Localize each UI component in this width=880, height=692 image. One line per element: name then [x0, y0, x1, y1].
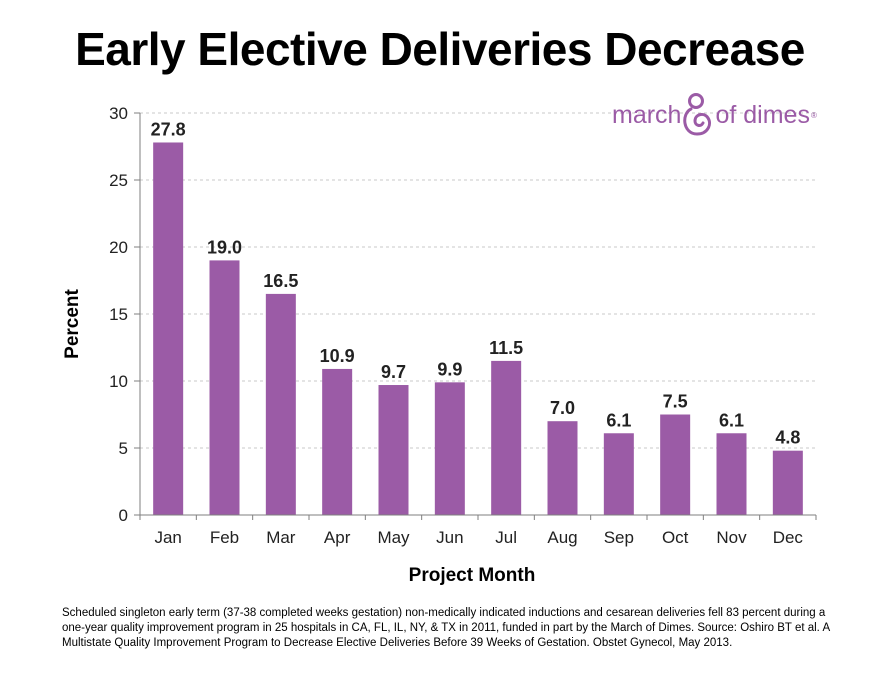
data-label: 19.0 — [207, 237, 242, 257]
x-tick-label: Feb — [210, 528, 239, 547]
data-label: 9.9 — [437, 359, 462, 379]
y-tick-label: 5 — [119, 439, 128, 458]
data-label: 10.9 — [320, 346, 355, 366]
x-axis-label: Project Month — [409, 565, 536, 586]
x-tick-label: Sep — [604, 528, 634, 547]
data-label: 6.1 — [606, 410, 631, 430]
x-tick-label: Jun — [436, 528, 463, 547]
data-label: 4.8 — [775, 428, 800, 448]
y-tick-label: 10 — [109, 372, 128, 391]
bar-feb — [209, 260, 240, 515]
y-tick-label: 20 — [109, 238, 128, 257]
march-of-dimes-logo: march of dimes ® — [612, 92, 817, 138]
data-label: 11.5 — [489, 338, 523, 358]
bar-mar — [265, 293, 296, 515]
mother-baby-icon — [683, 93, 712, 136]
x-tick-label: Nov — [716, 528, 747, 547]
y-tick-label: 25 — [109, 171, 128, 190]
bar-oct — [660, 414, 691, 515]
data-label: 7.5 — [663, 392, 688, 412]
y-tick-label: 30 — [109, 104, 128, 123]
bar-jan — [153, 142, 184, 516]
x-tick-label: Jan — [154, 528, 181, 547]
x-tick-label: May — [377, 528, 410, 547]
chart-data-labels: 27.8 19.0 16.5 10.9 9.7 9.9 11.5 7.0 6.1 7.5 6.1 4.… — [151, 119, 801, 447]
bar-jul — [491, 360, 522, 515]
x-tick-label: Dec — [773, 528, 804, 547]
page-title: Early Elective Deliveries Decrease — [75, 23, 805, 75]
bar-dec — [772, 450, 803, 515]
data-label: 27.8 — [151, 119, 186, 139]
data-label: 7.0 — [550, 398, 575, 418]
logo-text-of-dimes: of dimes — [715, 100, 810, 129]
data-label: 6.1 — [719, 410, 744, 430]
bar-may — [378, 385, 409, 515]
bar-chart: 27.8 19.0 16.5 10.9 9.7 9.9 11.5 7.0 6.1 7.5 6.1 4.… — [62, 104, 817, 586]
logo-text-march: march — [612, 100, 682, 129]
data-label: 16.5 — [263, 271, 298, 291]
bar-jun — [434, 382, 465, 515]
x-tick-label: Aug — [547, 528, 577, 547]
x-tick-label: Mar — [266, 528, 296, 547]
registered-mark: ® — [810, 110, 817, 120]
data-label: 9.7 — [381, 362, 406, 382]
y-axis-label: Percent — [62, 288, 83, 358]
y-tick-label: 0 — [119, 506, 128, 525]
chart-gridlines — [140, 112, 816, 449]
bar-sep — [603, 433, 634, 515]
y-tick-label: 15 — [109, 305, 128, 324]
bar-aug — [547, 421, 578, 515]
x-tick-label: Jul — [495, 528, 517, 547]
y-axis-ticks: 0 5 10 15 20 25 30 — [109, 104, 140, 525]
source-caption: Scheduled singleton early term (37-38 co… — [62, 607, 830, 649]
x-tick-label: Apr — [324, 528, 351, 547]
bar-apr — [322, 368, 353, 515]
bar-nov — [716, 433, 747, 515]
chart-bars — [153, 142, 803, 516]
x-axis-ticks: Jan Feb Mar Apr May Jun Jul Aug Sep Oct Nov Dec — [139, 515, 817, 547]
x-tick-label: Oct — [662, 528, 689, 547]
